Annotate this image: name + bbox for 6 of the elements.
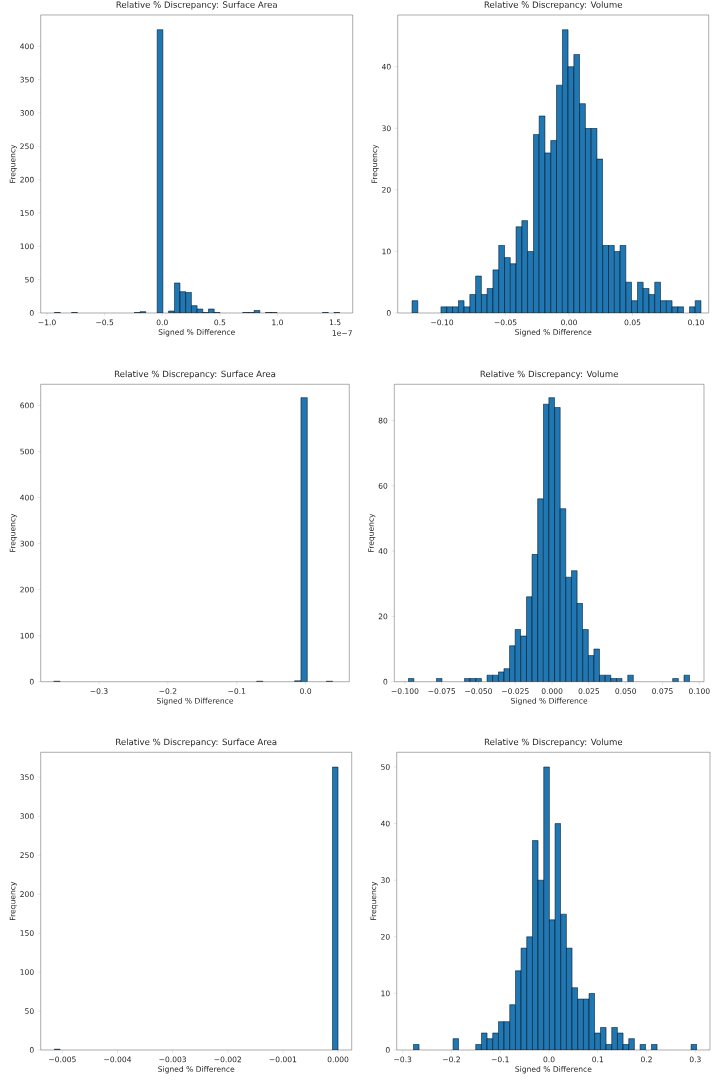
chart-title: Relative % Discrepancy: Surface Area (116, 738, 277, 747)
chart-title: Relative % Discrepancy: Volume (484, 738, 623, 747)
chart-title: Relative % Discrepancy: Volume (484, 1, 623, 10)
chart-title: Relative % Discrepancy: Surface Area (116, 1, 277, 10)
chart-title: Relative % Discrepancy: Volume (480, 370, 618, 379)
chart-title: Relative % Discrepancy: Surface Area (114, 370, 276, 379)
